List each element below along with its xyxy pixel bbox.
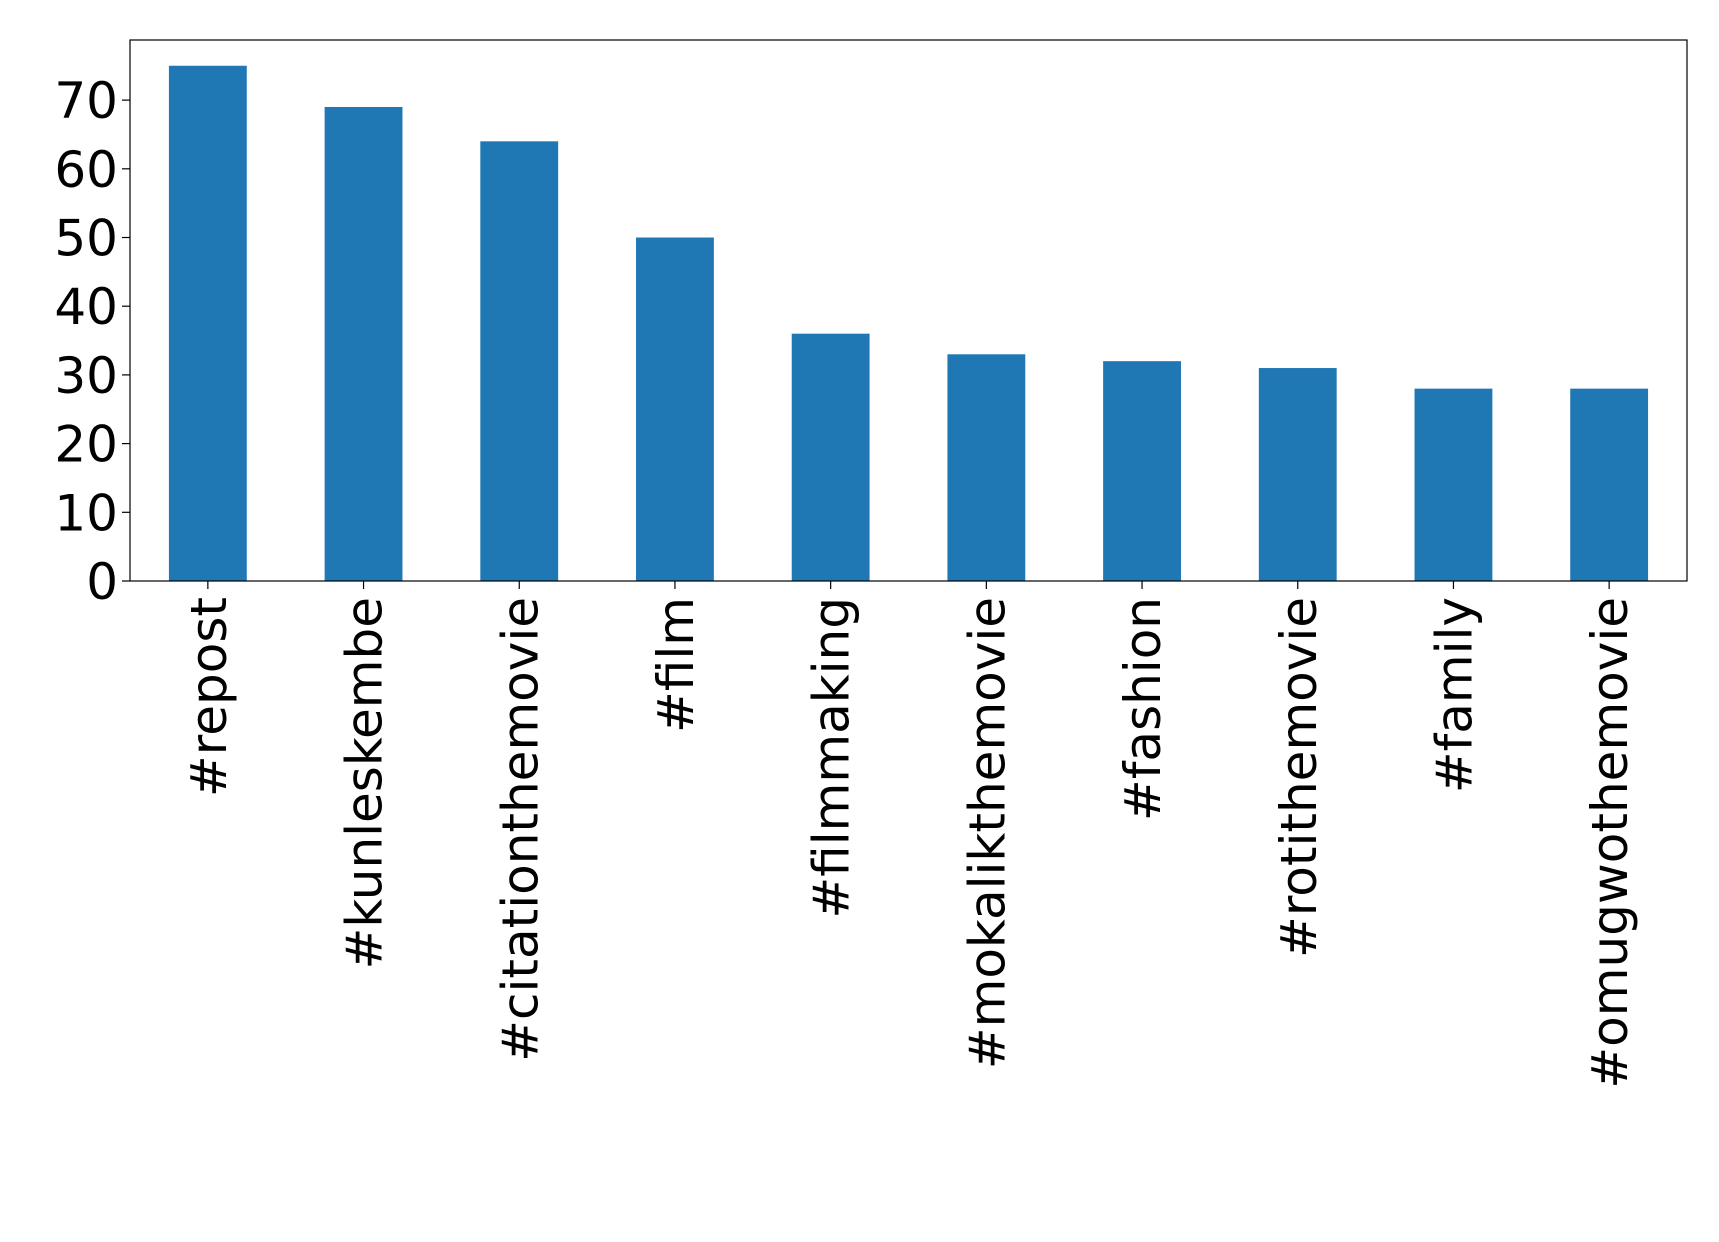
- x-tick-label: #citationthemovie: [491, 597, 549, 1062]
- bar: [168, 65, 247, 581]
- y-tick-label: 0: [86, 553, 118, 611]
- bar: [636, 237, 714, 581]
- y-tick-label: 60: [54, 141, 118, 199]
- y-tick-label: 70: [54, 72, 118, 130]
- bar: [947, 354, 1026, 581]
- bar: [1103, 361, 1181, 581]
- bar: [1258, 368, 1337, 581]
- bar: [324, 106, 403, 581]
- x-tick-label: #rotithemovie: [1270, 597, 1328, 958]
- x-tick-label: #omugwothemovie: [1581, 597, 1639, 1089]
- x-tick-label: #filmmaking: [803, 597, 861, 919]
- x-tick-label: #family: [1425, 597, 1483, 793]
- bar: [791, 333, 870, 581]
- y-tick-label: 50: [54, 210, 118, 268]
- bar: [1414, 388, 1493, 581]
- plot-frame: [129, 39, 1688, 582]
- x-tick-label: #mokalikthemovie: [958, 597, 1016, 1069]
- y-tick-label: 10: [54, 484, 118, 542]
- x-tick-label: #film: [647, 597, 705, 733]
- x-tick-label: #repost: [180, 597, 238, 797]
- bar: [480, 141, 559, 582]
- x-tick-label: #fashion: [1114, 597, 1172, 821]
- y-tick-label: 20: [54, 416, 118, 474]
- y-tick-label: 30: [54, 347, 118, 405]
- x-tick-label: #kunleskembe: [336, 597, 394, 970]
- y-tick-label: 40: [54, 278, 118, 336]
- bar: [1570, 388, 1649, 581]
